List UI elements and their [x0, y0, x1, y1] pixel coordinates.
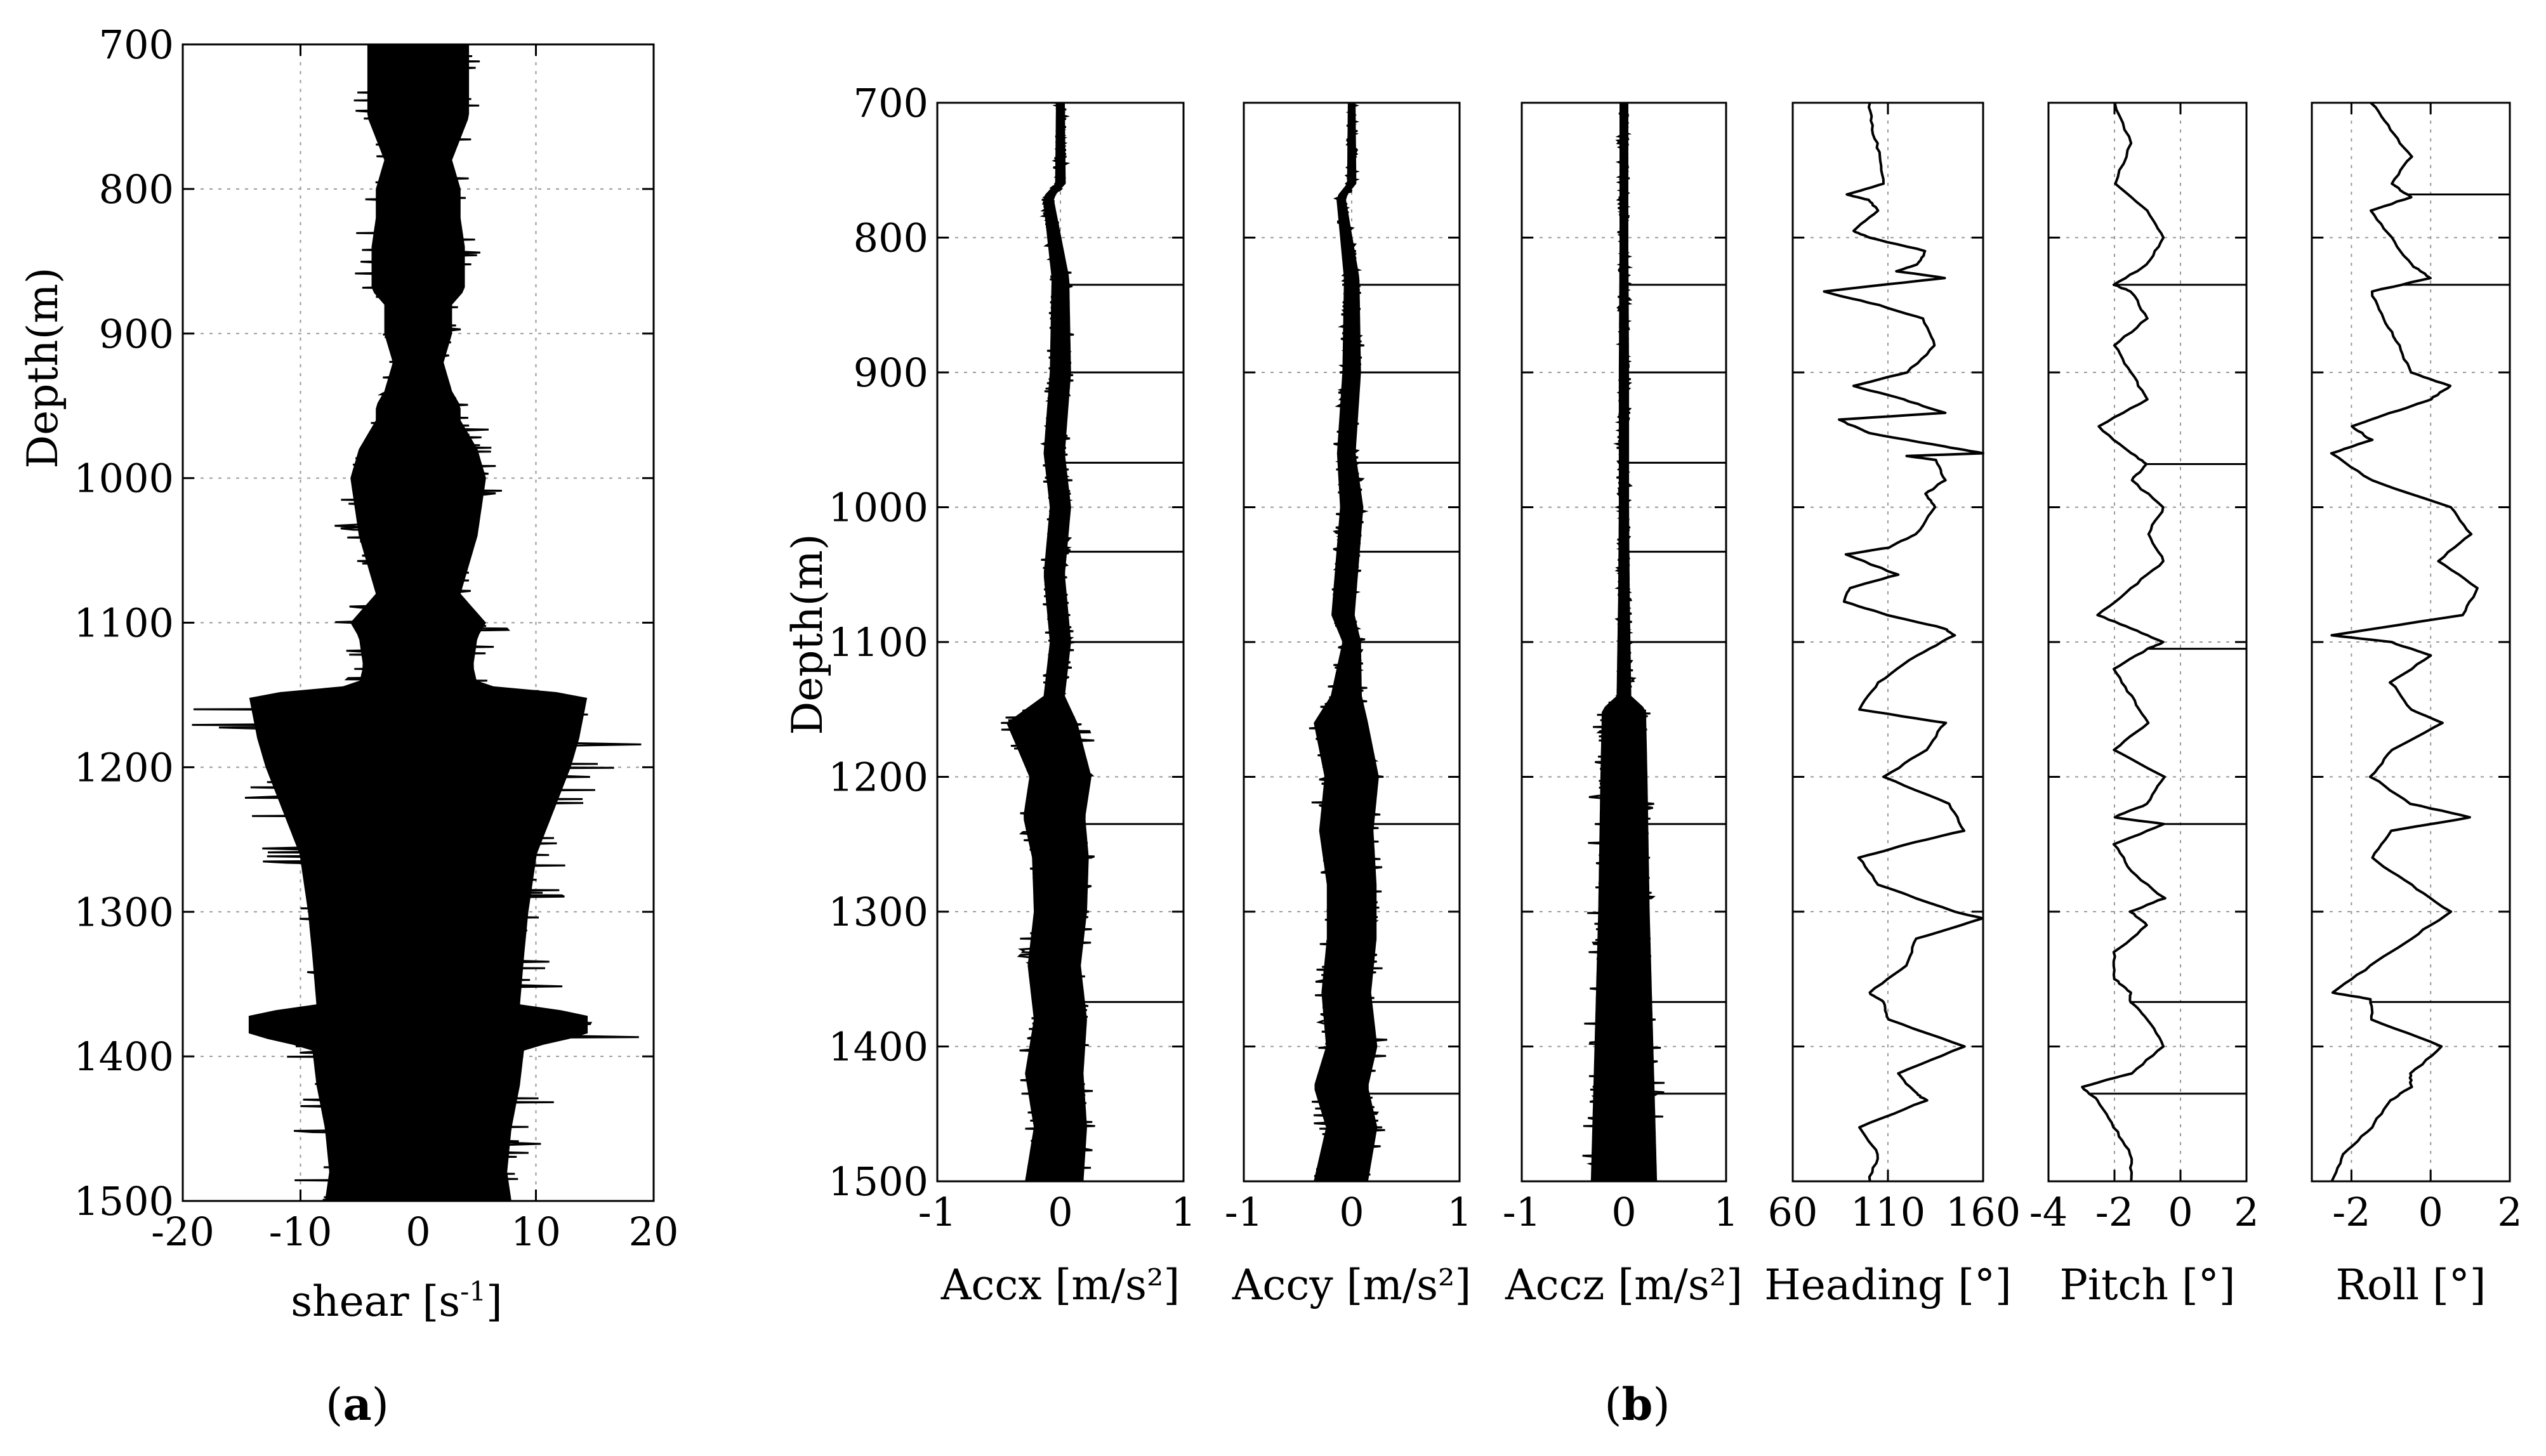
x-tick-label: -1 — [918, 1189, 956, 1235]
x-tick-label: 2 — [2497, 1189, 2522, 1235]
y-tick-label: 900 — [854, 350, 928, 396]
y-tick-labels: 700 800 900 1000 1100 1200 1300 1400 1500 — [74, 22, 174, 1224]
panel-label-a-close: ) — [372, 1379, 389, 1431]
panel-label-a-open: ( — [326, 1379, 343, 1431]
sensor-panel: -1 0 1 Accx [m/s²] -1 0 1 Accy [m/s²] -1 0 1 Accz [… — [783, 80, 2523, 1431]
x-axis-title: Accx [m/s²] — [940, 1261, 1180, 1309]
plot-frame — [181, 43, 655, 1202]
x-axis-title: shear [s-1] — [291, 1276, 503, 1326]
subplot-2: -1 0 1 Accz [m/s²] — [1503, 102, 1743, 1309]
subplots: -1 0 1 Accx [m/s²] -1 0 1 Accy [m/s²] -1 0 1 Accz [… — [918, 102, 2523, 1309]
x-tick-label: 1 — [1447, 1189, 1472, 1235]
x-tick-label: -10 — [269, 1209, 333, 1255]
series-trace — [2081, 102, 2167, 1182]
y-tick-label: 1200 — [828, 754, 928, 801]
shear-trace-envelope — [248, 44, 588, 1201]
x-tick-label: 110 — [1850, 1189, 1925, 1235]
x-tick-label: 1 — [1171, 1189, 1196, 1235]
x-axis-title: Accz [m/s²] — [1505, 1261, 1743, 1309]
x-tick-label: 0 — [406, 1209, 430, 1255]
x-tick-label: -2 — [2095, 1189, 2134, 1235]
panel-label-b-close: ) — [1652, 1379, 1670, 1431]
x-axis-title-exponent: -1 — [460, 1276, 486, 1307]
y-tick-label: 800 — [854, 215, 928, 261]
x-tick-label: -2 — [2332, 1189, 2370, 1235]
panel-label-a: (a) — [326, 1378, 389, 1431]
y-tick-label: 900 — [99, 311, 174, 357]
x-tick-label: 0 — [1611, 1189, 1636, 1235]
y-axis-title: Depth(m) — [18, 267, 67, 468]
x-tick-label: 10 — [511, 1209, 561, 1255]
x-tick-label: 20 — [629, 1209, 679, 1255]
panel-label-a-letter: a — [343, 1378, 371, 1431]
y-tick-label: 1400 — [74, 1033, 174, 1080]
x-tick-label: -20 — [151, 1209, 214, 1255]
y-tick-label: 700 — [99, 22, 174, 68]
panel-label-b-letter: b — [1622, 1378, 1653, 1431]
x-tick-label: -1 — [1503, 1189, 1541, 1235]
subplot-0: -1 0 1 Accx [m/s²] — [918, 102, 1196, 1309]
x-tick-label: 0 — [2418, 1189, 2443, 1235]
y-tick-label: 1400 — [828, 1024, 928, 1070]
subplot-4: -4 -2 0 2 Pitch [°] — [2029, 102, 2259, 1309]
x-tick-label: 0 — [1339, 1189, 1364, 1235]
y-tick-label: 1100 — [828, 619, 928, 666]
y-tick-label: 1000 — [74, 456, 174, 502]
y-tick-label: 1500 — [74, 1178, 174, 1224]
subplot-3: 60 110 160 Heading [°] — [1764, 102, 2021, 1309]
x-tick-label: -1 — [1225, 1189, 1263, 1235]
y-tick-label: 1300 — [828, 889, 928, 935]
y-tick-label: 1100 — [74, 600, 174, 646]
y-tick-label: 1000 — [828, 485, 928, 531]
x-tick-labels: -20 -10 0 10 20 — [151, 1209, 678, 1255]
series-trace — [2330, 102, 2479, 1182]
y-tick-label: 700 — [854, 80, 928, 126]
x-tick-label: 2 — [2234, 1189, 2259, 1235]
shear-series — [192, 43, 642, 1201]
x-tick-label: 0 — [1048, 1189, 1072, 1235]
x-tick-label: 1 — [1713, 1189, 1738, 1235]
y-tick-label: 1200 — [74, 744, 174, 790]
x-axis-title-text: shear [s — [291, 1277, 460, 1326]
panel-label-b: (b) — [1604, 1378, 1670, 1431]
y-tick-label: 800 — [99, 166, 174, 213]
x-axis-title: Roll [°] — [2335, 1261, 2486, 1309]
series-trace — [1823, 102, 1984, 1182]
x-tick-label: -4 — [2029, 1189, 2068, 1235]
x-axis-title: Heading [°] — [1764, 1261, 2012, 1309]
y-tick-labels: 700 800 900 1000 1100 1200 1300 1400 1500 — [828, 80, 928, 1205]
x-axis-title: Accy [m/s²] — [1232, 1261, 1472, 1309]
x-tick-label: 160 — [1946, 1189, 2021, 1235]
x-tick-label: 60 — [1768, 1189, 1818, 1235]
y-axis-title: Depth(m) — [783, 534, 832, 735]
y-tick-label: 1500 — [828, 1158, 928, 1205]
x-tick-label: 0 — [2168, 1189, 2193, 1235]
x-axis-title: Pitch [°] — [2060, 1261, 2236, 1309]
x-axis-title-close: ] — [486, 1277, 503, 1326]
panel-label-b-open: ( — [1604, 1379, 1621, 1431]
y-tick-label: 1300 — [74, 889, 174, 935]
subplot-1: -1 0 1 Accy [m/s²] — [1225, 102, 1472, 1309]
series-trace-envelope — [1314, 103, 1379, 1181]
